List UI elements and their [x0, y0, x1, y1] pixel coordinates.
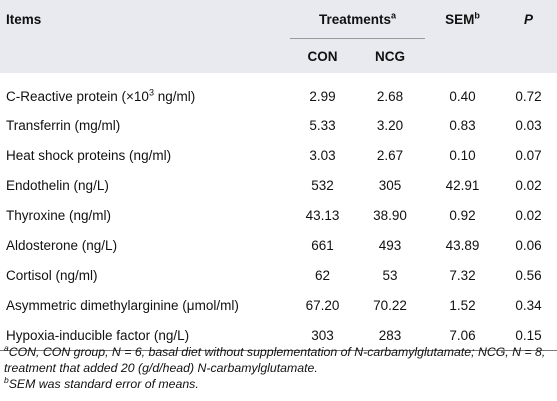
- cell-item: Thyroxine (ng/ml): [6, 207, 112, 223]
- cell-sem: 0.10: [449, 147, 476, 163]
- cell-p: 0.72: [515, 88, 542, 104]
- cell-ncg: 493: [378, 237, 402, 253]
- header-items: Items: [6, 11, 42, 27]
- cell-ncg: 70.22: [373, 297, 407, 313]
- header-empty-p: [500, 39, 557, 75]
- footnote-b-text: SEM was standard error of means.: [8, 377, 199, 391]
- table-row: Transferrin (mg/ml) 5.33 3.20 0.83 0.03: [0, 110, 557, 140]
- header-con: CON: [290, 38, 355, 74]
- table-row: Heat shock proteins (ng/ml) 3.03 2.67 0.…: [0, 140, 557, 170]
- header-sem: SEMb: [425, 0, 500, 39]
- header-empty-items: [0, 39, 290, 75]
- cell-con: 3.03: [309, 147, 336, 163]
- cell-ncg: 38.90: [373, 207, 407, 223]
- cell-con: 67.20: [305, 297, 340, 313]
- cell-con: 5.33: [309, 117, 336, 133]
- table-row: Asymmetric dimethylarginine (μmol/ml) 67…: [0, 290, 557, 320]
- header-p: P: [500, 0, 557, 39]
- cell-ncg: 3.20: [376, 117, 404, 133]
- cell-sem: 43.89: [445, 237, 480, 253]
- footnote-a-mark: a: [4, 342, 9, 353]
- cell-item: C-Reactive protein (×103 ng/ml): [0, 74, 290, 110]
- cell-sem: 0.83: [449, 117, 476, 133]
- header-row-2: CON NCG: [0, 38, 557, 75]
- cell-item: Hypoxia-inducible factor (ng/L): [0, 320, 290, 351]
- footnote-b-mark: b: [4, 374, 9, 385]
- header-sem-sup: b: [474, 10, 480, 21]
- cell-p: 0.06: [515, 237, 542, 253]
- cell-con: 2.99: [309, 88, 336, 104]
- cell-item-pre: C-Reactive protein (×10: [6, 88, 149, 104]
- header-treatments-sup: a: [391, 10, 397, 20]
- cell-con: 661: [311, 237, 334, 253]
- cell-con: 62: [314, 267, 331, 283]
- cell-ncg: 53: [382, 267, 398, 283]
- cell-con: 532: [311, 177, 334, 193]
- cell-ncg: 305: [378, 177, 402, 193]
- cell-item: Cortisol (ng/ml): [6, 267, 98, 283]
- table-row: Aldosterone (ng/L) 661 493 43.89 0.06: [0, 230, 557, 260]
- footnote-a: aCON, CON group, N = 6, basal diet witho…: [4, 344, 554, 376]
- cell-p: 0.03: [515, 117, 542, 133]
- cell-ncg: 2.68: [376, 88, 404, 104]
- cell-p: 0.34: [515, 297, 542, 313]
- table-row: Thyroxine (ng/ml) 43.13 38.90 0.92 0.02: [0, 200, 557, 230]
- table-row: C-Reactive protein (×103 ng/ml) 2.99 2.6…: [0, 74, 557, 110]
- cell-item-sup: 3: [148, 87, 154, 97]
- cell-p: 0.56: [515, 267, 542, 283]
- header-empty-sem: [425, 39, 500, 75]
- header-treatments-label: Treatments: [318, 11, 392, 27]
- header-p-label: P: [524, 11, 534, 27]
- cell-con: 43.13: [305, 207, 340, 223]
- header-sem-label: SEM: [445, 11, 475, 27]
- footnote-b: bSEM was standard error of means.: [4, 376, 554, 392]
- cell-p: 0.07: [515, 147, 542, 163]
- cell-sem: 7.06: [425, 320, 501, 351]
- cell-item: Heat shock proteins (ng/ml): [6, 147, 172, 163]
- table-footnotes: aCON, CON group, N = 6, basal diet witho…: [4, 344, 554, 392]
- header-treatments: Treatmentsa: [290, 0, 425, 39]
- cell-p: 0.15: [500, 320, 557, 351]
- cell-ncg: 283: [355, 320, 426, 351]
- header-row-1: Items Treatmentsa SEMb P: [0, 0, 557, 39]
- cell-sem: 7.32: [449, 267, 476, 283]
- cell-p: 0.02: [515, 177, 542, 193]
- cell-con: 303: [290, 320, 355, 351]
- cell-item: Asymmetric dimethylarginine (μmol/ml): [6, 297, 239, 313]
- cell-item-post: ng/ml): [153, 88, 196, 104]
- table-row: Hypoxia-inducible factor (ng/L) 303 283 …: [0, 320, 557, 351]
- table-row: Cortisol (ng/ml) 62 53 7.32 0.56: [0, 260, 557, 290]
- data-table: Items Treatmentsa SEMb P CON NCG C-React…: [0, 0, 557, 351]
- cell-item: Aldosterone (ng/L): [6, 237, 118, 253]
- footnote-a-text: CON, CON group, N = 6, basal diet withou…: [4, 345, 546, 375]
- cell-sem: 1.52: [449, 297, 476, 313]
- cell-sem: 42.91: [445, 177, 480, 193]
- cell-sem: 0.40: [449, 88, 476, 104]
- cell-sem: 0.92: [449, 207, 476, 223]
- cell-ncg: 2.67: [376, 147, 404, 163]
- table-header-background: [0, 0, 557, 73]
- cell-item: Endothelin (ng/L): [6, 177, 109, 193]
- table-row: Endothelin (ng/L) 532 305 42.91 0.02: [0, 170, 557, 200]
- cell-p: 0.02: [515, 207, 542, 223]
- cell-item: Transferrin (mg/ml): [6, 117, 121, 133]
- header-ncg: NCG: [355, 38, 426, 74]
